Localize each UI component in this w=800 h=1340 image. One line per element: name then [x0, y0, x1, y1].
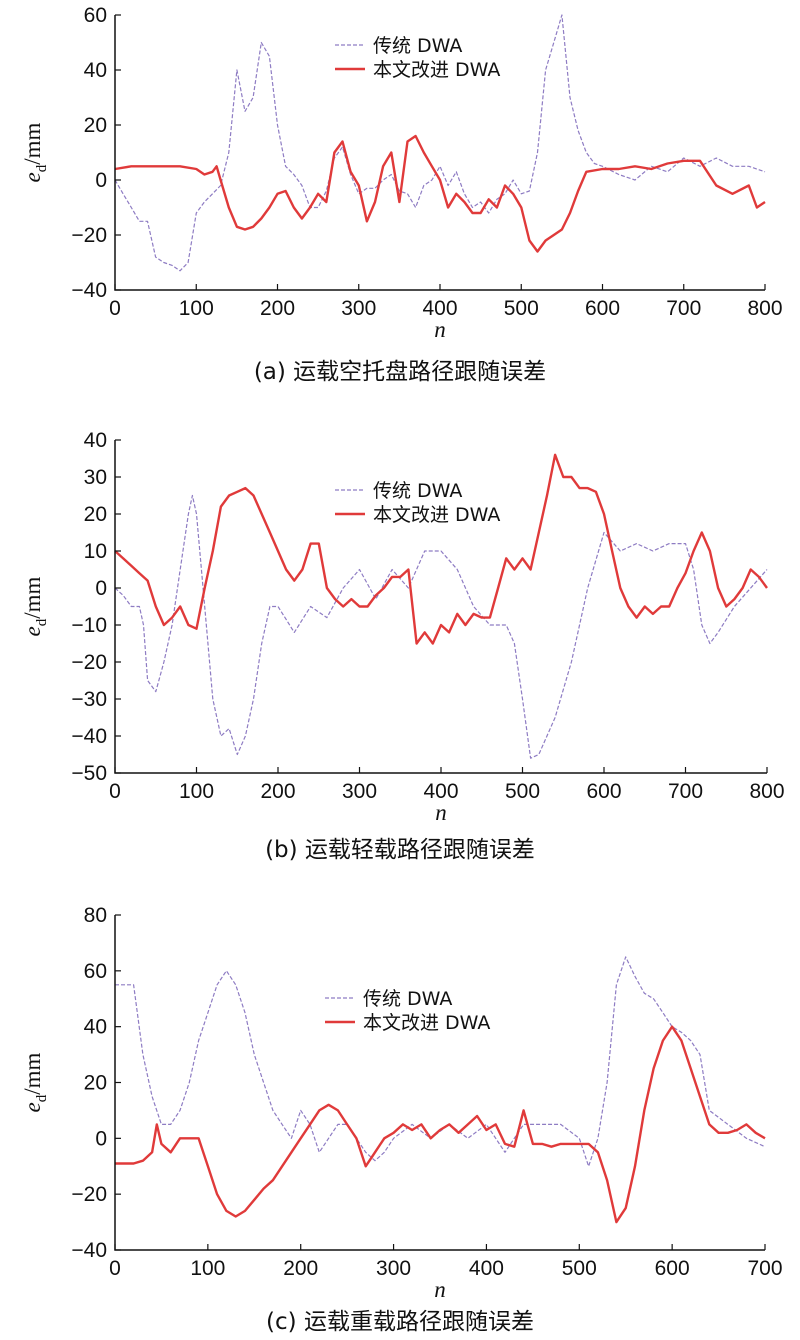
chart-b-caption: (b) 运载轻载路径跟随误差: [265, 837, 535, 863]
chart-b-svg: 0 100 200 300 400 500 600 700 800−50−40−30−20−10…: [20, 429, 785, 825]
x-tick-label: 300: [341, 297, 376, 320]
legend-label: 本文改进 DWA: [373, 59, 500, 81]
y-axis-label: ed/mm: [20, 122, 50, 182]
y-tick-label: −20: [71, 1183, 107, 1206]
series-line-improved: [114, 453, 768, 645]
y-tick-label: −20: [71, 651, 107, 674]
x-tick-label: 200: [260, 780, 295, 803]
y-tick-label: 10: [84, 540, 107, 563]
y-tick-label: −50: [71, 762, 107, 785]
x-tick-label: 400: [422, 297, 457, 320]
series-line-traditional: [114, 14, 766, 272]
x-tick-label: 400: [469, 1257, 504, 1280]
y-tick-label: −40: [71, 279, 107, 302]
x-tick-label: 300: [376, 1257, 411, 1280]
legend-label: 本文改进 DWA: [373, 504, 500, 526]
x-tick-label: 600: [655, 1257, 690, 1280]
x-tick-label: 0: [109, 780, 121, 803]
x-tick-label: 500: [505, 780, 540, 803]
x-axis-label: n: [435, 800, 447, 825]
x-tick-label: 600: [585, 297, 620, 320]
x-tick-label: 800: [747, 297, 782, 320]
x-tick-label: 200: [283, 1257, 318, 1280]
x-tick-label: 200: [260, 297, 295, 320]
y-tick-label: 40: [84, 59, 107, 82]
x-tick-label: 100: [190, 1257, 225, 1280]
y-tick-label: −40: [71, 725, 107, 748]
series-line-improved: [114, 134, 766, 253]
x-tick-label: 600: [586, 780, 621, 803]
x-tick-label: 700: [747, 1257, 782, 1280]
y-tick-label: −30: [71, 688, 107, 711]
chart-panel-c: 0 100 200 300 400 500 600 700 −40 −20 0 20 40 60 80 n ed…: [0, 900, 800, 1340]
y-tick-label: 0: [95, 169, 107, 192]
axis-lines: [114, 915, 765, 1251]
legend-label: 本文改进 DWA: [363, 1012, 490, 1034]
x-tick-label: 0: [109, 297, 121, 320]
x-tick-label: 700: [666, 297, 701, 320]
x-tick-label: 0: [109, 1257, 121, 1280]
x-tick-label: 500: [562, 1257, 597, 1280]
y-tick-label: 20: [84, 503, 107, 526]
x-axis-label: n: [434, 1277, 446, 1302]
y-tick-label: 40: [84, 429, 107, 452]
x-tick-label: 500: [504, 297, 539, 320]
y-tick-label: 60: [84, 4, 107, 27]
x-tick-label: 100: [179, 780, 214, 803]
y-axis-label: ed/mm: [20, 1052, 50, 1112]
series-line-traditional: [115, 956, 766, 1167]
chart-a-svg: 0 100 200 300 400 500 600 700 800 −40 −20 0 20 40 60 n e…: [20, 4, 783, 342]
y-tick-label: 0: [95, 577, 107, 600]
y-tick-label: 20: [84, 114, 107, 137]
y-tick-label: 40: [84, 1016, 107, 1039]
chart-c-svg: 0 100 200 300 400 500 600 700 −40 −20 0 20 40 60 80 n ed…: [20, 904, 783, 1302]
y-tick-label: 30: [84, 466, 107, 489]
legend-label: 传统 DWA: [373, 35, 462, 57]
y-tick-label: 80: [84, 904, 107, 927]
chart-panel-a: 0 100 200 300 400 500 600 700 800 −40 −20 0 20 40 60 n e…: [0, 0, 800, 400]
chart-panel-b: 0 100 200 300 400 500 600 700 800 −50 −40 −30 −20 −10…: [0, 425, 800, 865]
x-axis-label: n: [434, 317, 446, 342]
x-tick-label: 700: [668, 780, 703, 803]
series-line-improved: [115, 1025, 766, 1224]
chart-a-caption: (a) 运载空托盘路径跟随误差: [253, 359, 547, 385]
y-tick-label: 0: [95, 1127, 107, 1150]
x-tick-label: 400: [423, 780, 458, 803]
x-tick-label: 100: [179, 297, 214, 320]
y-tick-label: −40: [71, 1239, 107, 1262]
y-tick-label: −10: [71, 614, 107, 637]
legend-label: 传统 DWA: [363, 988, 452, 1010]
x-tick-label: 300: [342, 780, 377, 803]
y-tick-label: −20: [71, 224, 107, 247]
y-axis-label: ed/mm: [20, 576, 50, 636]
legend-label: 传统 DWA: [373, 480, 462, 502]
y-tick-label: 60: [84, 960, 107, 983]
chart-c-caption: (c) 运载重载路径跟随误差: [266, 1309, 534, 1335]
y-tick-label: 20: [84, 1072, 107, 1095]
series-line-traditional: [114, 494, 768, 759]
x-tick-label: 800: [749, 780, 784, 803]
